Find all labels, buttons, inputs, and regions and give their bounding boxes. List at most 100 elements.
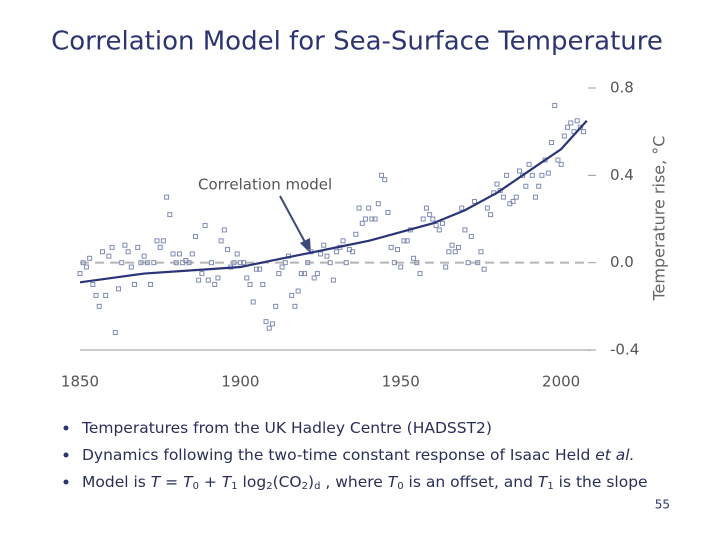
data-point [93,292,99,298]
data-point [186,260,192,266]
data-point [504,172,510,178]
data-point [321,242,327,248]
data-point [388,244,394,250]
data-point [382,177,388,183]
data-point [510,199,516,205]
data-point [497,188,503,194]
data-point [375,201,381,207]
data-point [353,231,359,237]
data-point [401,238,407,244]
data-point [279,264,285,270]
bullet-dot [63,425,69,431]
data-point [282,260,288,266]
data-point [398,264,404,270]
bullet-segment: 2 [266,481,272,492]
data-point [475,260,481,266]
data-point [555,157,561,163]
data-point [494,181,500,187]
data-point [549,140,555,146]
data-point [80,260,86,266]
data-point [379,172,385,178]
x-tick-label: 2000 [542,373,580,391]
data-point [199,271,205,277]
data-point [119,260,125,266]
bullet-segment: is the slope [554,473,648,491]
data-point [574,118,580,124]
data-point [565,124,571,130]
bullet-dot [63,479,69,485]
data-point [109,244,115,250]
data-point [215,275,221,281]
data-point [372,216,378,222]
bullet-text: Dynamics following the two-time constant… [82,446,635,464]
data-point [369,216,375,222]
data-point [141,253,147,259]
bullet-dot [63,452,69,458]
data-point [532,194,538,200]
data-point [295,288,301,294]
bullet-segment: T [183,473,194,491]
bullet-segment: log [238,473,267,491]
y-tick-label: 0.0 [610,253,634,271]
bullet-segment: Dynamics following the two-time constant… [82,446,595,464]
data-point [167,212,173,218]
bullet-segment: Temperatures from the UK Hadley Centre (… [81,419,492,437]
data-point [237,260,243,266]
data-point [112,330,118,336]
data-point [176,251,182,257]
data-point [125,249,131,255]
slide-title: Correlation Model for Sea-Surface Temper… [51,27,663,57]
data-point [173,260,179,266]
bullet-segment: 2 [302,481,308,492]
data-point [439,220,445,226]
bullet-segment: Model is [82,473,151,491]
data-point [340,238,346,244]
data-point [350,249,356,255]
data-point [154,238,160,244]
data-point [539,172,545,178]
annotation-arrow [279,195,307,245]
data-point [157,244,163,250]
bullet-segment: (CO [273,473,302,491]
data-point [225,247,231,253]
data-point [99,249,105,255]
data-point [526,161,532,167]
data-point [257,266,263,272]
bullet-segment: 0 [397,481,403,492]
data-point [314,271,320,277]
data-point [292,303,298,309]
data-point [103,292,109,298]
data-point [205,277,211,283]
data-point [234,251,240,257]
bullet-segment: T [388,473,399,491]
data-point [561,133,567,139]
data-point [135,244,141,250]
data-point [115,286,121,292]
arrow-head [300,238,311,254]
data-point [446,249,452,255]
data-point [164,194,170,200]
data-point [523,183,529,189]
bullet-segment: , where [320,473,387,491]
data-point [414,260,420,266]
data-point [411,255,417,261]
data-point [391,260,397,266]
bullet-segment: T [538,473,549,491]
data-point [90,282,96,287]
data-point [356,205,362,211]
data-point [209,260,215,266]
data-point [488,212,494,218]
data-point [260,282,266,287]
data-point [96,303,102,309]
data-point [481,266,487,272]
data-point [253,266,259,272]
bullet-segment: T [222,473,233,491]
data-point [436,227,442,233]
data-point [298,271,304,277]
data-point [122,242,128,248]
data-point [427,212,433,218]
data-point [465,260,471,266]
data-point [77,271,83,277]
bullet-segment: is an offset, and [404,473,538,491]
